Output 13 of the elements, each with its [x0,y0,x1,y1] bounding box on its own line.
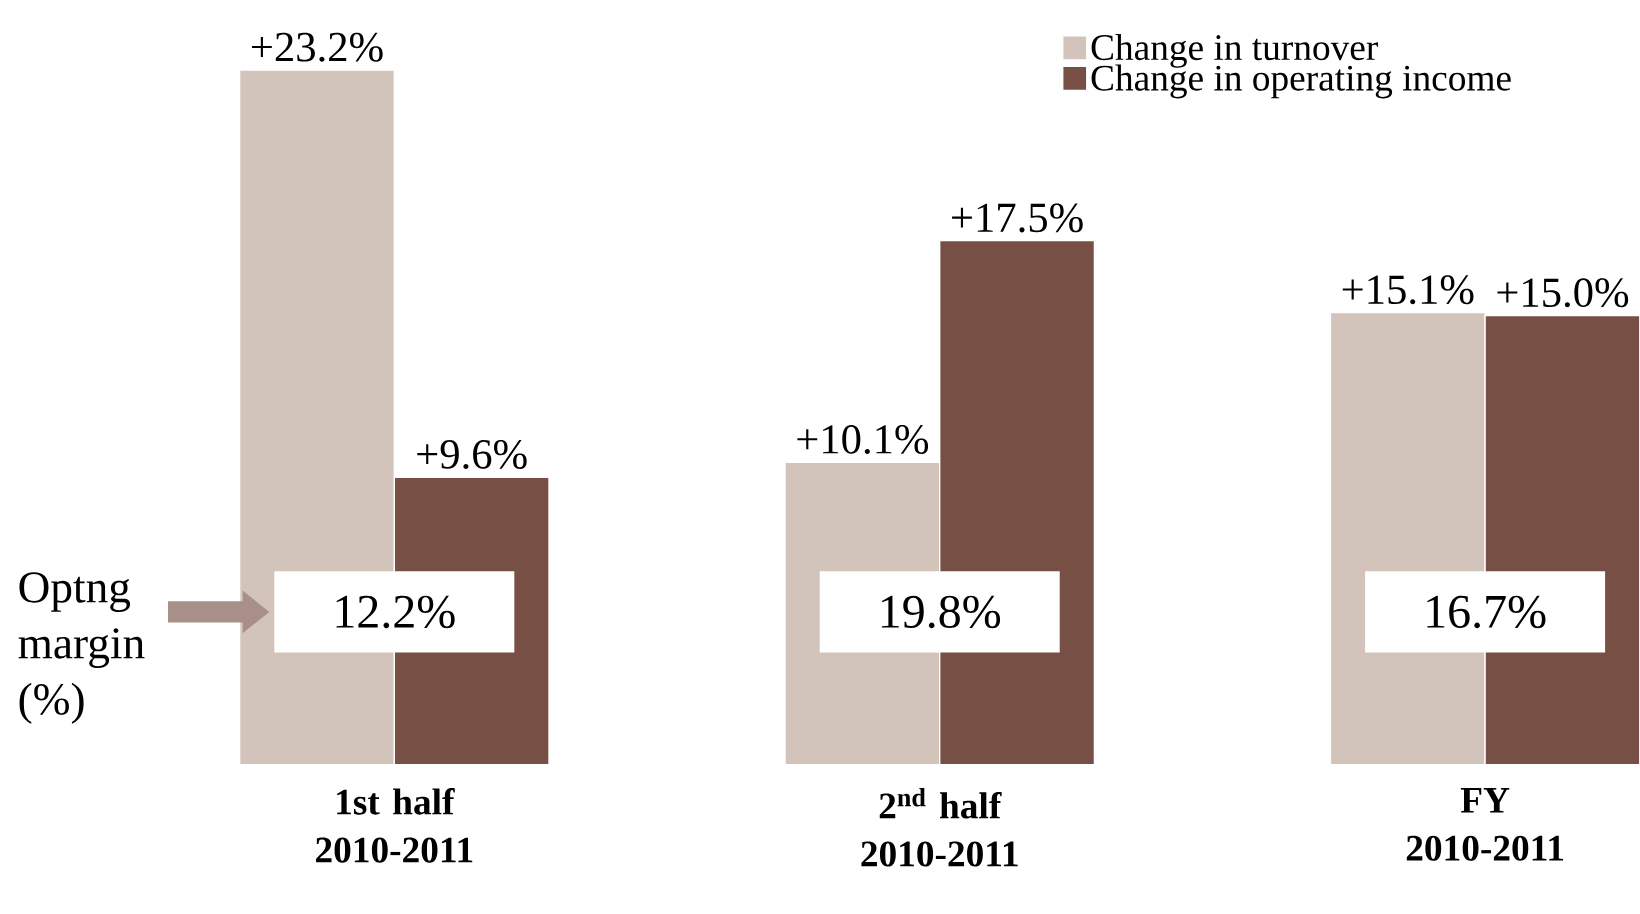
data-label: +15.1% [1342,275,1474,305]
x-tick-label: FY 2010-2011 [1406,788,1564,861]
annotation: 19.8% [881,595,1001,629]
data-label: +23.2% [251,32,383,62]
data-label: +10.1% [797,424,929,454]
data-label: +15.0% [1497,278,1629,308]
x-tick-label: 2$^{nd}$ half 2010-2011 [861,788,1018,867]
annotation: 16.7% [1427,595,1546,629]
data-label: +9.6% [417,439,527,469]
annotation: Optng margin (%) [18,572,145,724]
data-label: +17.5% [952,203,1083,233]
annotation: 12.2% [336,595,455,629]
x-tick-label: 1st half 2010-2011 [316,788,473,863]
